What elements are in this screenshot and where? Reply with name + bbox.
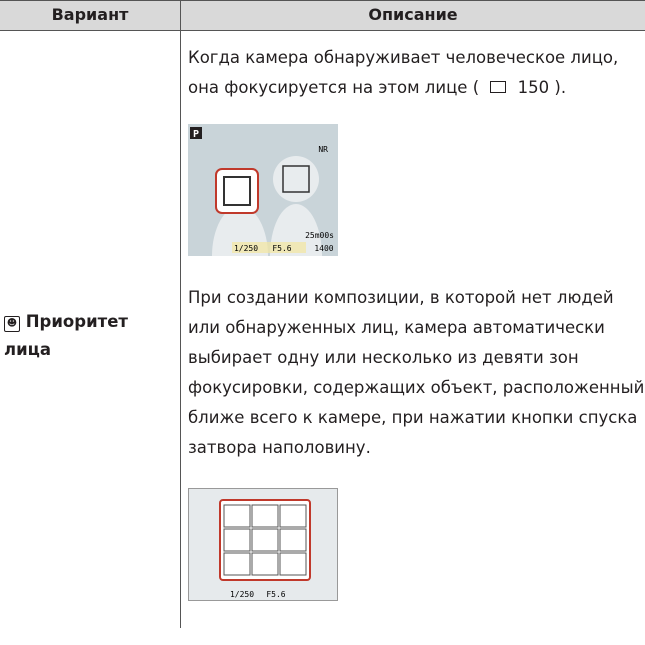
mode-bg	[190, 127, 202, 139]
header-col2: Описание	[368, 5, 458, 24]
text-line: затвора наполовину.	[188, 438, 371, 457]
face-frame	[215, 168, 259, 214]
text-line: ближе всего к камере, при нажатии кнопки…	[188, 408, 638, 427]
screen-illustration: P NR 25m00s 1/250 F5.6 1400	[188, 124, 338, 256]
text: ).	[554, 78, 567, 97]
header-col1: Вариант	[51, 5, 129, 24]
text-line: она фокусируется на этом лице ( 150 ).	[188, 78, 566, 97]
aperture: F5.6	[272, 244, 291, 253]
aperture: F5.6	[266, 590, 285, 599]
screen-illustration: 1/250 F5.6	[188, 488, 338, 601]
shutter: 1/250	[230, 590, 254, 599]
shutter: 1/250	[234, 244, 258, 253]
column-divider	[180, 0, 181, 628]
focus-box	[282, 165, 310, 193]
head	[273, 156, 319, 202]
header-bg	[0, 0, 645, 31]
info-bar	[232, 242, 306, 253]
book-icon	[490, 81, 507, 93]
option-label: лица	[4, 340, 52, 359]
text-line: При создании композиции, в которой нет л…	[188, 288, 614, 307]
focus-box	[223, 176, 251, 206]
zone-frame	[219, 499, 311, 581]
text-line: выбирает одну или несколько из девяти зо…	[188, 348, 579, 367]
nr: NR	[318, 145, 328, 154]
text-line: фокусировки, содержащих объект, располож…	[188, 378, 645, 397]
text: она фокусируется на этом лице (	[188, 78, 480, 97]
focus-grid	[223, 504, 307, 576]
time: 25m00s	[305, 231, 334, 240]
option-text: Приоритет	[25, 312, 128, 331]
text-line: или обнаруженных лиц, камера автоматичес…	[188, 318, 605, 337]
option-label: ☻ Приоритет	[4, 312, 128, 332]
mode: P	[193, 129, 199, 140]
face-icon: ☻	[4, 316, 20, 332]
text-line: Когда камера обнаруживает человеческое л…	[188, 48, 619, 67]
shots: 1400	[314, 244, 333, 253]
page-ref: 150	[517, 78, 550, 97]
